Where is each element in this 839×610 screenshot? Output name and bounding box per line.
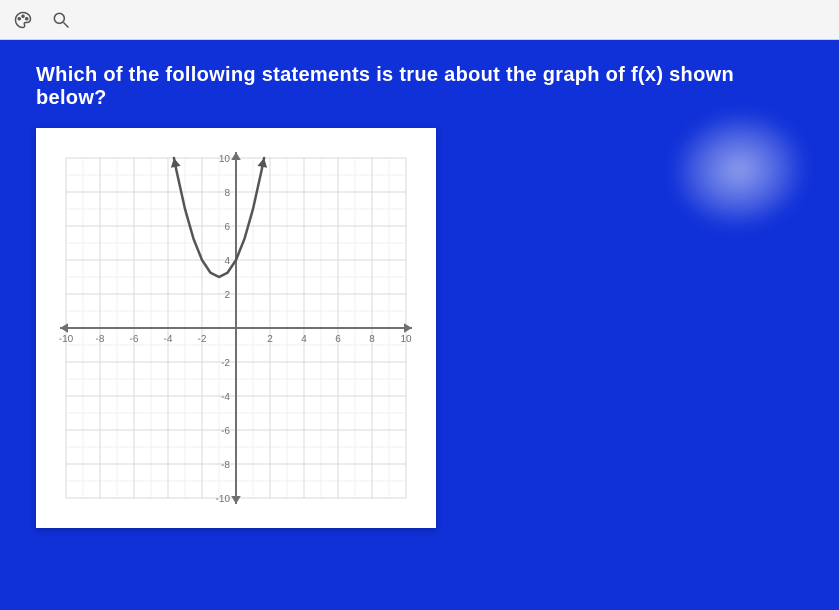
- svg-text:4: 4: [301, 334, 307, 345]
- graph-container: -10 -8 -6 -4 -2 2 4 6 8 10 10 8 6 4 2 -2 -4 -6 -8 -10: [36, 128, 436, 528]
- zoom-icon[interactable]: [50, 9, 72, 31]
- svg-text:-6: -6: [221, 426, 230, 437]
- svg-text:10: 10: [219, 154, 231, 165]
- svg-text:10: 10: [400, 334, 412, 345]
- svg-text:-10: -10: [59, 334, 74, 345]
- svg-text:-4: -4: [164, 334, 173, 345]
- question-panel: Which of the following statements is tru…: [0, 40, 839, 610]
- svg-text:2: 2: [224, 290, 230, 301]
- svg-text:8: 8: [369, 334, 375, 345]
- toolbar: [0, 0, 839, 40]
- svg-text:6: 6: [224, 222, 230, 233]
- svg-text:6: 6: [335, 334, 341, 345]
- svg-text:-2: -2: [221, 358, 230, 369]
- question-text: Which of the following statements is tru…: [36, 64, 803, 110]
- svg-text:2: 2: [267, 334, 273, 345]
- svg-text:-2: -2: [198, 334, 207, 345]
- photo-glare: [661, 101, 816, 239]
- svg-text:8: 8: [224, 188, 230, 199]
- svg-text:-4: -4: [221, 392, 230, 403]
- palette-icon[interactable]: [12, 9, 34, 31]
- svg-text:-10: -10: [216, 494, 231, 505]
- svg-text:4: 4: [224, 256, 230, 267]
- svg-text:-6: -6: [130, 334, 139, 345]
- svg-text:-8: -8: [221, 460, 230, 471]
- function-graph: -10 -8 -6 -4 -2 2 4 6 8 10 10 8 6 4 2 -2 -4 -6 -8 -10: [46, 138, 426, 518]
- svg-text:-8: -8: [96, 334, 105, 345]
